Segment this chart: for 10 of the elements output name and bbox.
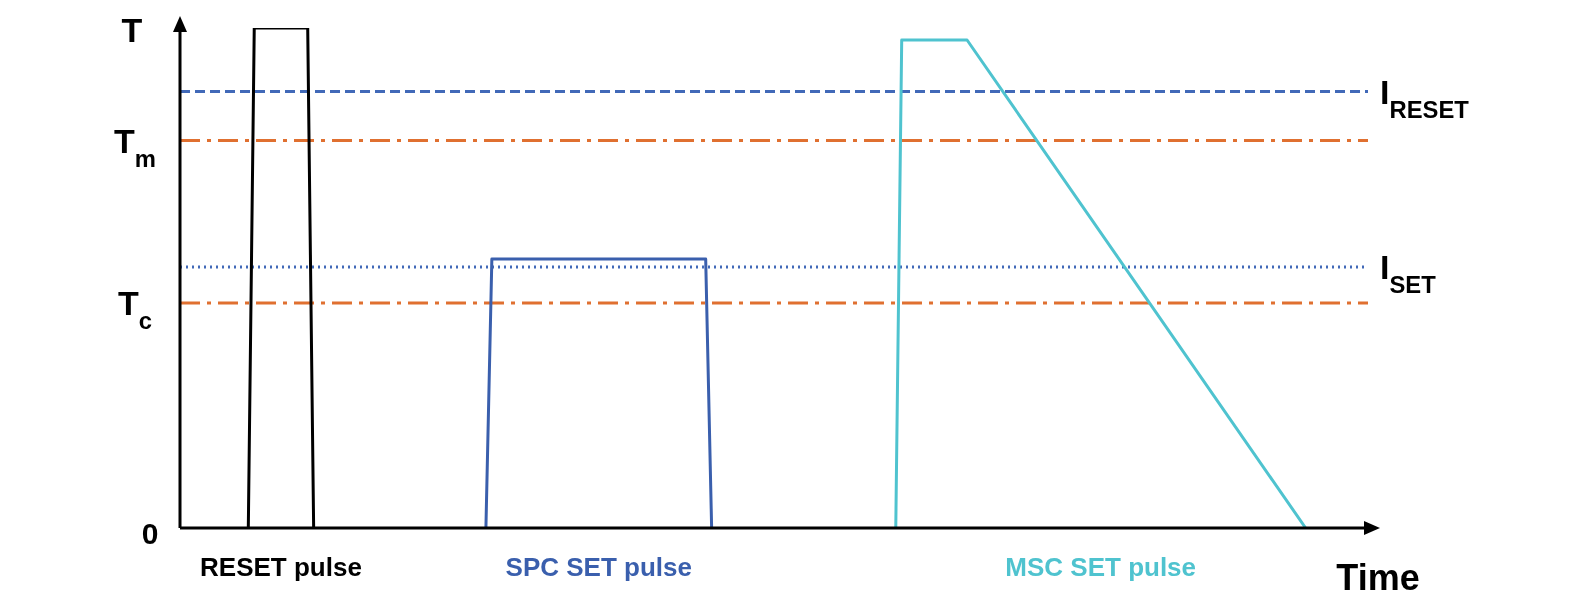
y-axis-title: T (121, 11, 143, 49)
text: MSC SET pulse (1005, 552, 1197, 582)
series-label: SPC SET pulse (505, 552, 692, 582)
text: 0 (141, 517, 159, 550)
ref-line-label: T$_{m}$ (114, 121, 156, 171)
x-axis-title: Time (1336, 557, 1420, 598)
ref-line-label: I$_{RESET}$ (1380, 72, 1470, 122)
ref-line-label: I$_{SET}$ (1380, 248, 1437, 298)
ref-line-label: T$_{c}$ (117, 284, 153, 334)
series-label: RESET pulse (200, 552, 362, 582)
